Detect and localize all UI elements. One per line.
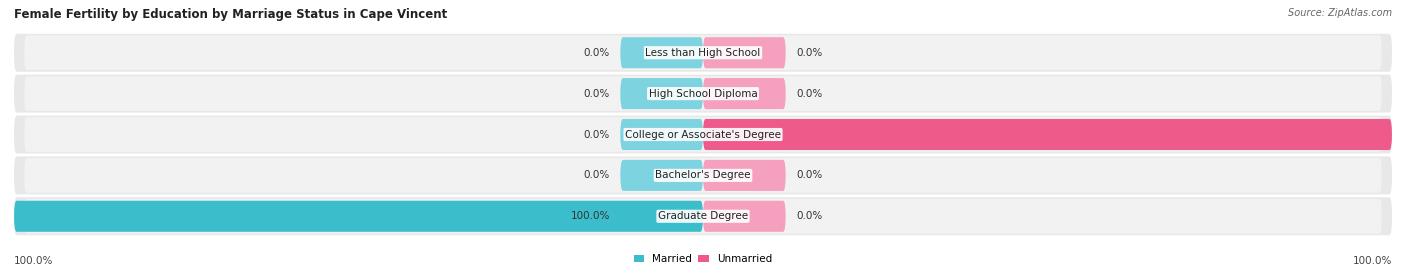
Text: 100.0%: 100.0% — [14, 256, 53, 266]
FancyBboxPatch shape — [620, 37, 703, 68]
Text: 0.0%: 0.0% — [796, 170, 823, 180]
Text: Bachelor's Degree: Bachelor's Degree — [655, 170, 751, 180]
FancyBboxPatch shape — [24, 158, 1382, 193]
Text: 0.0%: 0.0% — [583, 89, 610, 99]
FancyBboxPatch shape — [14, 115, 1392, 154]
Text: 100.0%: 100.0% — [571, 211, 610, 221]
FancyBboxPatch shape — [14, 197, 1392, 235]
Text: 100.0%: 100.0% — [1353, 256, 1392, 266]
FancyBboxPatch shape — [703, 37, 786, 68]
FancyBboxPatch shape — [620, 160, 703, 191]
Text: 0.0%: 0.0% — [583, 129, 610, 140]
FancyBboxPatch shape — [14, 156, 1392, 194]
FancyBboxPatch shape — [14, 201, 703, 232]
Text: College or Associate's Degree: College or Associate's Degree — [626, 129, 780, 140]
Text: Graduate Degree: Graduate Degree — [658, 211, 748, 221]
Text: 0.0%: 0.0% — [796, 89, 823, 99]
FancyBboxPatch shape — [703, 201, 786, 232]
FancyBboxPatch shape — [14, 34, 1392, 72]
Text: 0.0%: 0.0% — [796, 48, 823, 58]
Legend: Married, Unmarried: Married, Unmarried — [630, 250, 776, 268]
FancyBboxPatch shape — [24, 36, 1382, 70]
Text: Female Fertility by Education by Marriage Status in Cape Vincent: Female Fertility by Education by Marriag… — [14, 8, 447, 21]
FancyBboxPatch shape — [24, 76, 1382, 111]
Text: 0.0%: 0.0% — [583, 48, 610, 58]
Text: Less than High School: Less than High School — [645, 48, 761, 58]
FancyBboxPatch shape — [620, 78, 703, 109]
Text: 100.0%: 100.0% — [1402, 129, 1406, 140]
Text: 0.0%: 0.0% — [583, 170, 610, 180]
Text: High School Diploma: High School Diploma — [648, 89, 758, 99]
FancyBboxPatch shape — [703, 160, 786, 191]
FancyBboxPatch shape — [620, 119, 703, 150]
Text: Source: ZipAtlas.com: Source: ZipAtlas.com — [1288, 8, 1392, 18]
FancyBboxPatch shape — [703, 78, 786, 109]
FancyBboxPatch shape — [24, 199, 1382, 233]
FancyBboxPatch shape — [14, 75, 1392, 113]
Text: 0.0%: 0.0% — [796, 211, 823, 221]
FancyBboxPatch shape — [703, 119, 1392, 150]
FancyBboxPatch shape — [24, 117, 1382, 152]
